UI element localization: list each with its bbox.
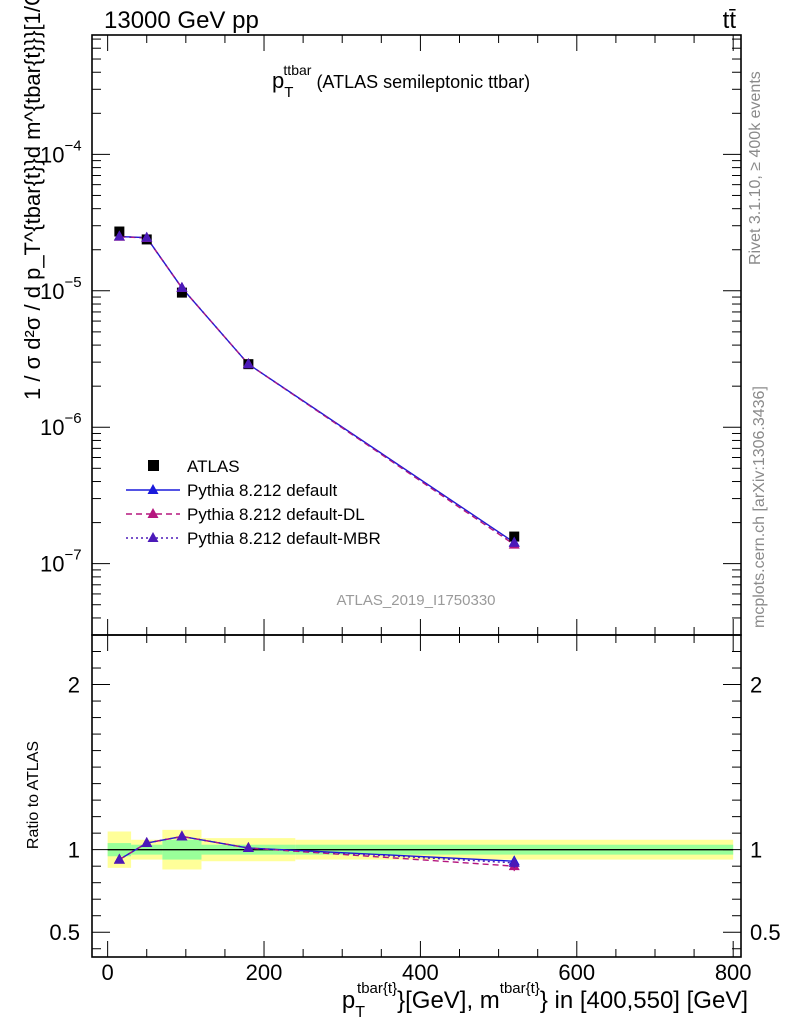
legend: ATLAS Pythia 8.212 default Pythia 8.212 de… <box>126 457 381 548</box>
ratio-series-marker <box>113 853 125 864</box>
legend-marker <box>147 508 159 518</box>
main-y-tick-base: 10 <box>40 279 64 304</box>
ratio-y-tick-label-left: 2 <box>68 673 80 698</box>
main-y-tick-label: 10−7 <box>40 547 82 577</box>
x-axis-label-rest: } in [400,550] [GeV] <box>540 987 748 1014</box>
plot-title-main: p <box>272 68 284 93</box>
ratio-x-tick-labels: 0 200 400 600 800 <box>102 960 752 985</box>
main-series-marker <box>508 536 520 547</box>
main-y-tick-label: 10−4 <box>40 137 82 167</box>
main-y-tick-base: 10 <box>40 142 64 167</box>
x-axis-label-sup2: tbar{t} <box>500 980 540 997</box>
x-axis-label-mid: }[GeV], m <box>397 987 500 1014</box>
ratio-uncertainty-bands <box>107 829 734 870</box>
main-y-tick-exp: −6 <box>64 410 81 427</box>
legend-label: ATLAS <box>187 457 240 476</box>
main-y-axis-label: 1 / σ d²σ / d p_T^{tbar{t}}d m^{tbar{t}}… <box>20 0 45 400</box>
plot-title-sup: ttbar <box>283 62 311 78</box>
main-series-marker <box>113 230 125 241</box>
rivet-version-label: Rivet 3.1.10, ≥ 400k events <box>747 71 764 265</box>
ratio-y-tick-label-left: 0.5 <box>49 920 80 945</box>
x-axis-label-sup1: tbar{t} <box>357 980 397 997</box>
header-collision-label: 13000 GeV pp <box>104 7 259 34</box>
main-series-line <box>119 235 515 544</box>
main-series-group <box>113 226 520 549</box>
ratio-plot-panel: 0.5 0.51 12 2 0 200 400 600 800 Ratio to ATLAS … <box>25 634 781 1021</box>
plot-title-rest: (ATLAS semileptonic ttbar) <box>316 72 530 92</box>
ratio-y-axis-label: Ratio to ATLAS <box>25 741 42 849</box>
x-tick-label: 400 <box>402 960 439 985</box>
ratio-series-marker <box>508 856 520 867</box>
plot-title-sub: T <box>284 84 293 101</box>
x-axis-label: pTtbar{t}}[GeV], mtbar{t}} in [400,550] … <box>342 980 748 1021</box>
ratio-y-tick-label-right: 2 <box>750 673 762 698</box>
legend-label: Pythia 8.212 default-MBR <box>187 529 381 548</box>
main-y-tick-exp: −4 <box>64 137 81 154</box>
ratio-y-tick-label-right: 0.5 <box>750 920 781 945</box>
mcplots-label: mcplots.cern.ch [arXiv:1306.3436] <box>751 386 768 628</box>
main-plot-panel: 10−710−610−510−4 pTttbar(ATLAS semilepto… <box>20 0 742 636</box>
legend-marker <box>147 532 159 542</box>
legend-marker <box>147 484 159 494</box>
main-y-tick-label: 10−5 <box>40 274 82 304</box>
main-y-tick-exp: −7 <box>64 547 81 564</box>
ratio-series-marker <box>176 830 188 841</box>
x-tick-label: 800 <box>715 960 752 985</box>
main-series-marker <box>176 281 188 292</box>
main-y-tick-label: 10−6 <box>40 410 82 440</box>
plot-title: pTttbar (ATLAS semileptonic ttbar) <box>272 62 530 101</box>
ratio-y-tick-label-left: 1 <box>68 838 80 863</box>
ratio-series-marker <box>141 837 153 848</box>
legend-label: Pythia 8.212 default-DL <box>187 505 365 524</box>
x-tick-label: 0 <box>102 960 114 985</box>
analysis-watermark: ATLAS_2019_I1750330 <box>336 592 495 609</box>
main-series-marker <box>242 358 254 369</box>
ratio-plot-frame <box>91 634 742 958</box>
header-process-label: tt̄ <box>723 7 737 34</box>
ratio-axis-ticks <box>92 634 741 957</box>
main-series-marker <box>141 231 153 242</box>
main-y-tick-exp: −5 <box>64 274 81 291</box>
x-axis-label-p: p <box>342 987 355 1014</box>
ratio-series-line <box>119 835 515 864</box>
atlas-data-point <box>176 287 187 298</box>
main-y-tick-base: 10 <box>40 552 64 577</box>
ratio-y-tick-labels: 0.5 0.5 1 1 2 2 <box>49 673 780 946</box>
x-axis-label-sub: T <box>355 1004 365 1021</box>
ratio-y-tick-label-right: 1 <box>750 838 762 863</box>
ratio-series-group <box>113 830 520 872</box>
ratio-series-marker <box>242 842 254 853</box>
x-tick-label: 200 <box>246 960 283 985</box>
legend-marker-atlas <box>148 460 159 471</box>
legend-label: Pythia 8.212 default <box>187 481 338 500</box>
main-y-tick-labels: 10−710−610−510−4 <box>40 137 82 576</box>
main-axis-ticks <box>92 35 741 636</box>
main-y-tick-base: 10 <box>40 415 64 440</box>
x-tick-label: 600 <box>558 960 595 985</box>
